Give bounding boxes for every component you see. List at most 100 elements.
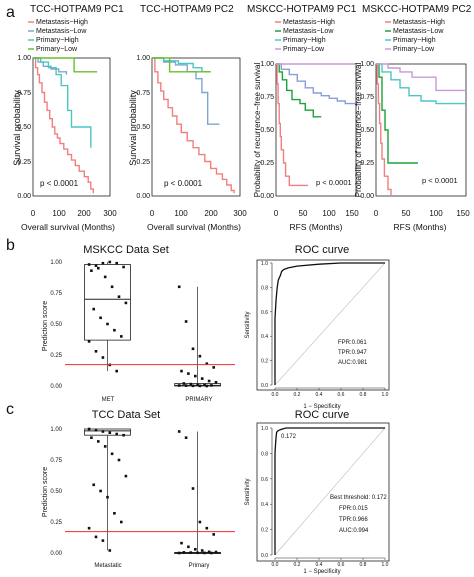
km-series-line-3 <box>376 63 466 92</box>
box-plot-area <box>65 423 235 559</box>
data-point <box>101 356 105 359</box>
roc-annotation: FPR:0.061 <box>338 340 367 346</box>
km-pvalue: p < 0.0001 <box>316 178 352 187</box>
data-point <box>189 382 192 386</box>
x-tick-label: 0.6 <box>338 562 345 568</box>
data-point <box>92 307 95 311</box>
km-title: MSKCC-HOTPAM9 PC2 <box>362 4 472 15</box>
data-point <box>207 550 211 554</box>
data-point <box>103 445 107 448</box>
data-point <box>124 301 128 305</box>
km-series-line-0 <box>276 63 308 187</box>
y-tick-label: 0.6 <box>261 477 268 483</box>
data-point <box>99 316 102 320</box>
y-tick-label: 0.25 <box>50 520 62 526</box>
data-point <box>87 526 91 530</box>
y-tick-label: 0.50 <box>260 127 274 134</box>
roc-axes-frame <box>256 422 390 562</box>
y-tick-label: 0.00 <box>50 551 62 557</box>
roc-panel-mskcc: ROC curve 0.0 0.2 0.4 0.6 0.8 1.0 0.0 0.2 0.4 0.6… <box>245 244 390 410</box>
x-tick-label: 0.0 <box>272 392 279 398</box>
data-point <box>110 452 114 456</box>
data-point <box>106 322 109 326</box>
box-panel-mskcc: MSKCC Data Set 1.00 0.75 0.50 0.25 0.00 … <box>42 244 235 403</box>
category-label: MET <box>102 397 115 403</box>
x-tick-label: 0.4 <box>316 392 323 398</box>
x-tick-label: 0 <box>150 209 155 218</box>
data-point <box>113 328 116 332</box>
km-panel-tcc-pc1: TCC-HOTPAM9 PC1 Metastasis−High Metastas… <box>12 4 124 232</box>
panel-label-c: c <box>6 401 14 418</box>
panel-label-b: b <box>6 237 15 254</box>
data-point <box>203 551 206 555</box>
data-point <box>187 545 190 549</box>
data-point <box>191 347 195 351</box>
km-series-line-3 <box>152 57 211 73</box>
y-tick-label: 0.75 <box>17 90 31 97</box>
y-tick-label: 0.6 <box>261 310 268 316</box>
data-point <box>108 260 112 264</box>
x-tick-label: 0.4 <box>316 562 323 568</box>
data-point <box>115 261 118 265</box>
box-iqr <box>84 264 131 341</box>
y-tick-label: 0.2 <box>261 359 268 365</box>
km-series-line-0 <box>376 63 392 196</box>
data-point <box>101 539 105 542</box>
data-point <box>120 520 123 524</box>
km-series-line-0 <box>33 57 94 194</box>
data-point <box>106 495 109 499</box>
data-point <box>198 384 202 388</box>
roc-curve <box>274 262 385 385</box>
km-y-axis-label: Survival probability <box>12 90 22 166</box>
data-point <box>113 512 116 515</box>
km-x-axis-label: RFS (Months) <box>290 222 343 232</box>
roc-title: ROC curve <box>295 409 349 421</box>
data-point <box>198 520 202 524</box>
data-point <box>90 436 93 439</box>
data-point <box>117 295 121 298</box>
roc-annotation: FPR:0.015 <box>339 506 368 512</box>
roc-x-axis-label: 1 − Specificity <box>303 404 340 410</box>
roc-annotation: TPR:0.966 <box>339 517 368 523</box>
roc-annotation: AUC:0.994 <box>339 528 369 534</box>
box-title: MSKCC Data Set <box>83 244 169 256</box>
x-tick-label: 0 <box>374 209 379 218</box>
x-tick-label: 100 <box>322 209 336 218</box>
km-panel-mskcc-pc2: MSKCC-HOTPAM9 PC2 Metastasis−High Metast… <box>354 4 472 232</box>
data-point <box>92 483 95 487</box>
roc-diagonal <box>274 262 386 386</box>
roc-y-axis-label: Sensitivity <box>245 478 251 505</box>
data-point <box>184 384 188 387</box>
roc-threshold-point-label: 0.172 <box>281 434 297 440</box>
km-panel-mskcc-pc1: MSKCC-HOTPAM9 PC1 Metastasis−High Metast… <box>247 4 359 232</box>
y-tick-label: 0.75 <box>50 291 62 297</box>
data-point <box>117 458 121 462</box>
data-point <box>212 533 215 536</box>
x-tick-label: 200 <box>77 209 91 218</box>
y-tick-label: 0.25 <box>360 160 374 167</box>
data-point <box>196 383 199 387</box>
data-point <box>177 285 181 289</box>
data-point <box>191 487 195 490</box>
data-point <box>94 535 98 539</box>
data-point <box>200 377 204 380</box>
roc-annotation: Best threshold: 0.172 <box>330 495 387 501</box>
legend-entry-3: Primary−Low <box>283 46 325 53</box>
roc-diagonal <box>274 427 386 556</box>
roc-annotation: TPR:0.947 <box>338 350 367 356</box>
y-tick-label: 1.00 <box>360 61 374 68</box>
x-tick-label: 0.2 <box>294 392 301 398</box>
y-tick-label: 0.50 <box>50 322 62 328</box>
data-point <box>210 551 213 555</box>
box-panel-tcc: TCC Data Set 1.00 0.75 0.50 0.25 0.00 Me… <box>42 409 235 569</box>
data-point <box>101 261 105 265</box>
category-label: PRIMARY <box>185 397 212 403</box>
y-tick-label: 0.25 <box>260 160 274 167</box>
y-tick-label: 0.75 <box>136 90 150 97</box>
y-tick-label: 0.00 <box>17 193 31 200</box>
data-point <box>214 550 218 554</box>
data-point <box>108 549 112 552</box>
km-x-axis-label: Overall survival (Months) <box>147 222 241 232</box>
data-point <box>90 269 93 272</box>
km-series-line-2 <box>33 57 92 148</box>
